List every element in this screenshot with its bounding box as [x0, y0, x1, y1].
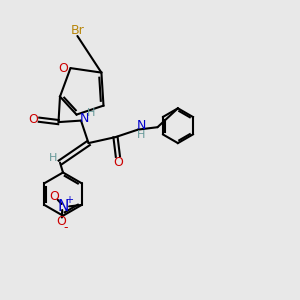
Text: N: N — [80, 112, 89, 125]
Text: O: O — [113, 156, 123, 169]
Text: +: + — [65, 195, 73, 205]
Text: H: H — [49, 153, 58, 163]
Text: O: O — [49, 190, 59, 203]
Text: N: N — [136, 119, 146, 133]
Text: H: H — [137, 130, 145, 140]
Text: N: N — [57, 199, 69, 214]
Text: H: H — [87, 108, 96, 118]
Text: Br: Br — [70, 23, 84, 37]
Text: -: - — [63, 221, 68, 234]
Text: O: O — [29, 113, 38, 126]
Text: O: O — [58, 61, 68, 75]
Text: O: O — [56, 215, 66, 229]
